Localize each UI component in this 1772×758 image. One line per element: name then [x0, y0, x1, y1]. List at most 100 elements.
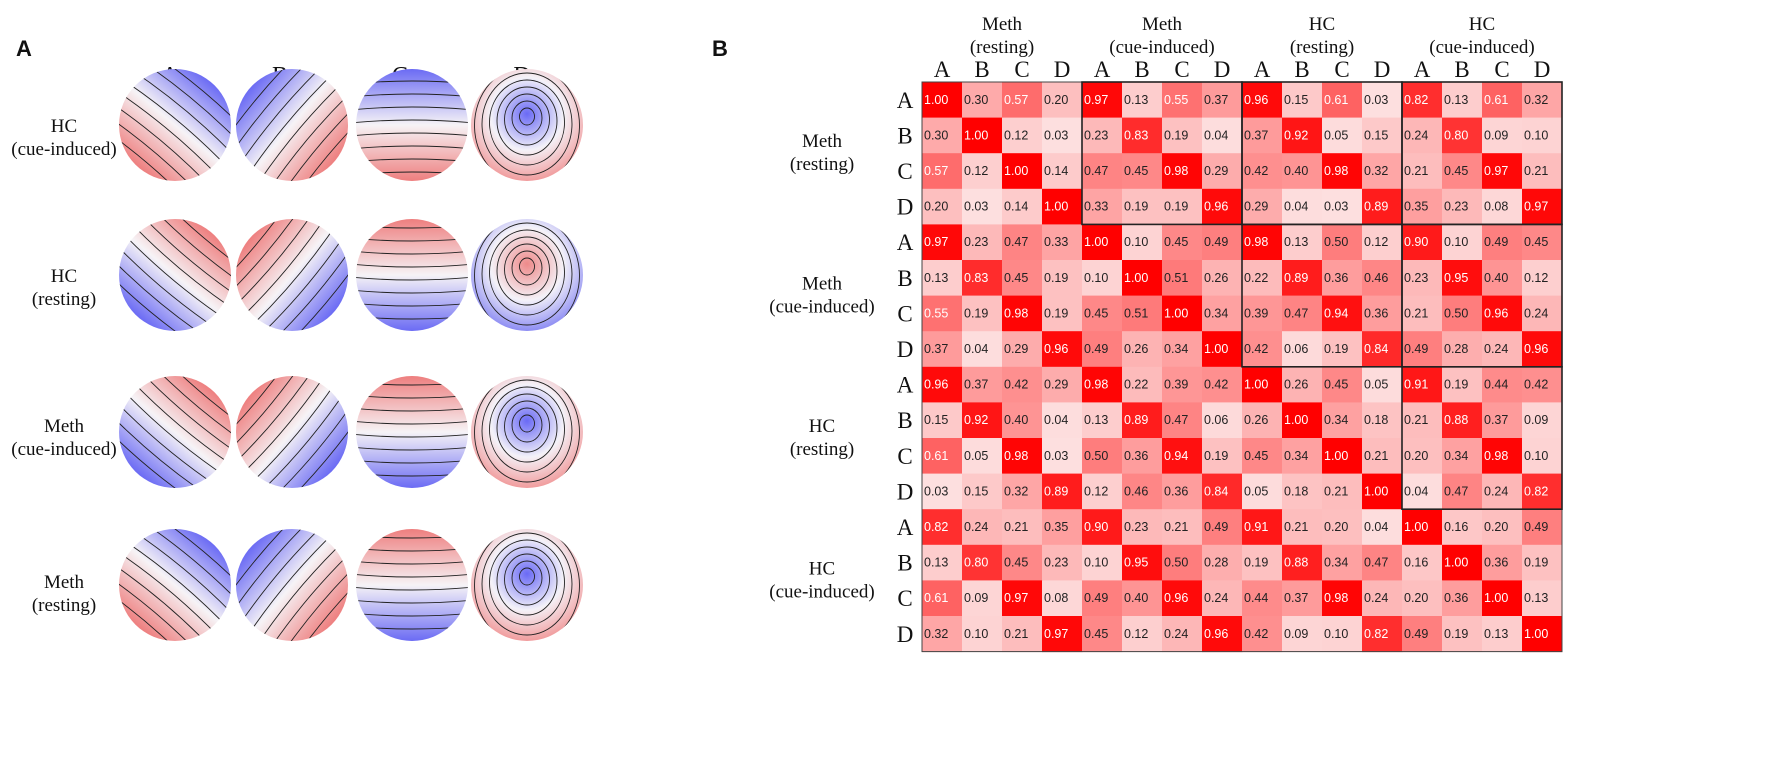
heatmap-cell: 0.98 — [1002, 438, 1043, 475]
heatmap-cell-value: 0.10 — [1524, 449, 1548, 463]
heatmap-cell: 0.13 — [1522, 580, 1563, 617]
topomap — [471, 376, 583, 488]
heatmap-cell: 1.00 — [1402, 509, 1443, 546]
heatmap-cell-fill — [1242, 188, 1283, 225]
heatmap-cell-value: 0.98 — [1484, 449, 1508, 463]
heatmap-cell: 0.49 — [1202, 224, 1243, 261]
heatmap-cell-value: 0.45 — [1004, 271, 1028, 285]
heatmap-cell: 0.35 — [1042, 509, 1083, 546]
heatmap-cell: 0.35 — [1402, 188, 1443, 225]
heatmap-cell-fill — [1042, 295, 1083, 332]
heatmap-cell-fill — [1002, 580, 1043, 617]
heatmap-cell-fill — [1042, 544, 1083, 581]
heatmap-cell-value: 0.29 — [1244, 200, 1268, 214]
heatmap-cell: 0.13 — [922, 544, 963, 581]
column-group-label: HC — [1469, 14, 1495, 35]
heatmap-cell-value: 0.50 — [1164, 556, 1188, 570]
heatmap-cell-value: 1.00 — [1124, 271, 1148, 285]
heatmap-cell-fill — [922, 295, 963, 332]
heatmap-cell: 0.24 — [1202, 580, 1243, 617]
row-group-label: (resting) — [790, 154, 854, 175]
heatmap-cell-value: 0.19 — [964, 306, 988, 320]
heatmap-cell: 0.92 — [1282, 117, 1323, 154]
heatmap-cell-fill — [962, 580, 1003, 617]
row-component-label: B — [897, 551, 912, 576]
heatmap-cell-fill — [1442, 544, 1483, 581]
heatmap-cell-value: 0.03 — [1364, 93, 1388, 107]
heatmap-cell: 0.22 — [1242, 260, 1283, 297]
heatmap-cell: 0.61 — [1322, 82, 1363, 119]
heatmap-cell-fill — [1442, 331, 1483, 368]
heatmap-cell: 0.09 — [1482, 117, 1523, 154]
heatmap-cell-fill — [1322, 366, 1363, 403]
heatmap-cell: 0.03 — [1042, 117, 1083, 154]
heatmap-cell-value: 0.19 — [1444, 627, 1468, 641]
heatmap-cell-value: 0.98 — [1244, 235, 1268, 249]
heatmap-cell-fill — [922, 188, 963, 225]
heatmap-cell: 0.26 — [1122, 331, 1163, 368]
heatmap-cell-value: 0.06 — [1284, 342, 1308, 356]
heatmap-cell: 0.30 — [962, 82, 1003, 119]
heatmap-cell-value: 0.26 — [1204, 271, 1228, 285]
heatmap-cell-value: 1.00 — [1284, 413, 1308, 427]
heatmap-cell-value: 0.32 — [924, 627, 948, 641]
heatmap-cell-value: 0.45 — [1124, 164, 1148, 178]
heatmap-cell-fill — [1362, 117, 1403, 154]
topomap — [471, 529, 583, 641]
column-component-label: C — [1494, 57, 1509, 82]
row-component-label: D — [897, 479, 914, 504]
heatmap-cell-value: 1.00 — [1084, 235, 1108, 249]
heatmap-cell-fill — [1122, 366, 1163, 403]
heatmap-cell-fill — [1042, 438, 1083, 475]
heatmap-cell: 0.47 — [1442, 473, 1483, 510]
heatmap-cell-fill — [1202, 438, 1243, 475]
heatmap-cell-fill — [1522, 153, 1563, 190]
heatmap-cell-fill — [922, 260, 963, 297]
heatmap-cell-fill — [1082, 438, 1123, 475]
column-group-label: (cue-induced) — [1429, 37, 1535, 58]
heatmap-cell-fill — [1002, 260, 1043, 297]
heatmap-cell-value: 1.00 — [1484, 591, 1508, 605]
heatmap-cell-fill — [1402, 580, 1443, 617]
heatmap-cell-value: 0.34 — [1284, 449, 1308, 463]
heatmap-cell-fill — [1322, 331, 1363, 368]
heatmap-cell-value: 0.97 — [1004, 591, 1028, 605]
heatmap-cell: 0.44 — [1242, 580, 1283, 617]
heatmap-block-outlines — [921, 81, 1563, 653]
heatmap-cell: 0.98 — [1242, 224, 1283, 261]
heatmap-cell-fill — [1482, 260, 1523, 297]
heatmap-cell: 0.83 — [962, 260, 1003, 297]
heatmap-cell-value: 0.09 — [1284, 627, 1308, 641]
heatmap-cell-value: 0.08 — [1044, 591, 1068, 605]
heatmap-cell: 0.49 — [1082, 580, 1123, 617]
topomap-row-label: (resting) — [32, 595, 96, 616]
heatmap-cell-fill — [1002, 616, 1043, 653]
heatmap-cell-value: 0.16 — [1404, 556, 1428, 570]
heatmap-cell-fill — [1522, 82, 1563, 119]
heatmap-cell-value: 0.13 — [1524, 591, 1548, 605]
heatmap-cell-value: 0.95 — [1444, 271, 1468, 285]
heatmap-cell-fill — [1042, 331, 1083, 368]
heatmap-cell-fill — [1122, 295, 1163, 332]
heatmap-cell-fill — [962, 544, 1003, 581]
heatmap-cell-value: 0.36 — [1484, 556, 1508, 570]
heatmap-cell-value: 0.04 — [1284, 200, 1308, 214]
heatmap-cell: 1.00 — [1362, 473, 1403, 510]
heatmap-cell-fill — [922, 438, 963, 475]
heatmap-cell-value: 0.36 — [1444, 591, 1468, 605]
heatmap-cell: 0.36 — [1162, 473, 1203, 510]
heatmap-cell-fill — [1402, 438, 1443, 475]
heatmap-cell: 0.55 — [1162, 82, 1203, 119]
heatmap-cell: 1.00 — [1242, 366, 1283, 403]
heatmap-cell-fill — [1442, 509, 1483, 546]
row-component-label: D — [897, 622, 914, 647]
heatmap-cell-fill — [1242, 260, 1283, 297]
heatmap-cell-fill — [1202, 295, 1243, 332]
heatmap-cell-fill — [1322, 580, 1363, 617]
heatmap-cell: 0.24 — [1402, 117, 1443, 154]
heatmap-cell-fill — [1042, 260, 1083, 297]
row-component-label: D — [897, 195, 914, 220]
heatmap-cell-value: 0.14 — [1004, 200, 1028, 214]
heatmap-cell-value: 1.00 — [1404, 520, 1428, 534]
heatmap-cell-value: 0.21 — [1284, 520, 1308, 534]
